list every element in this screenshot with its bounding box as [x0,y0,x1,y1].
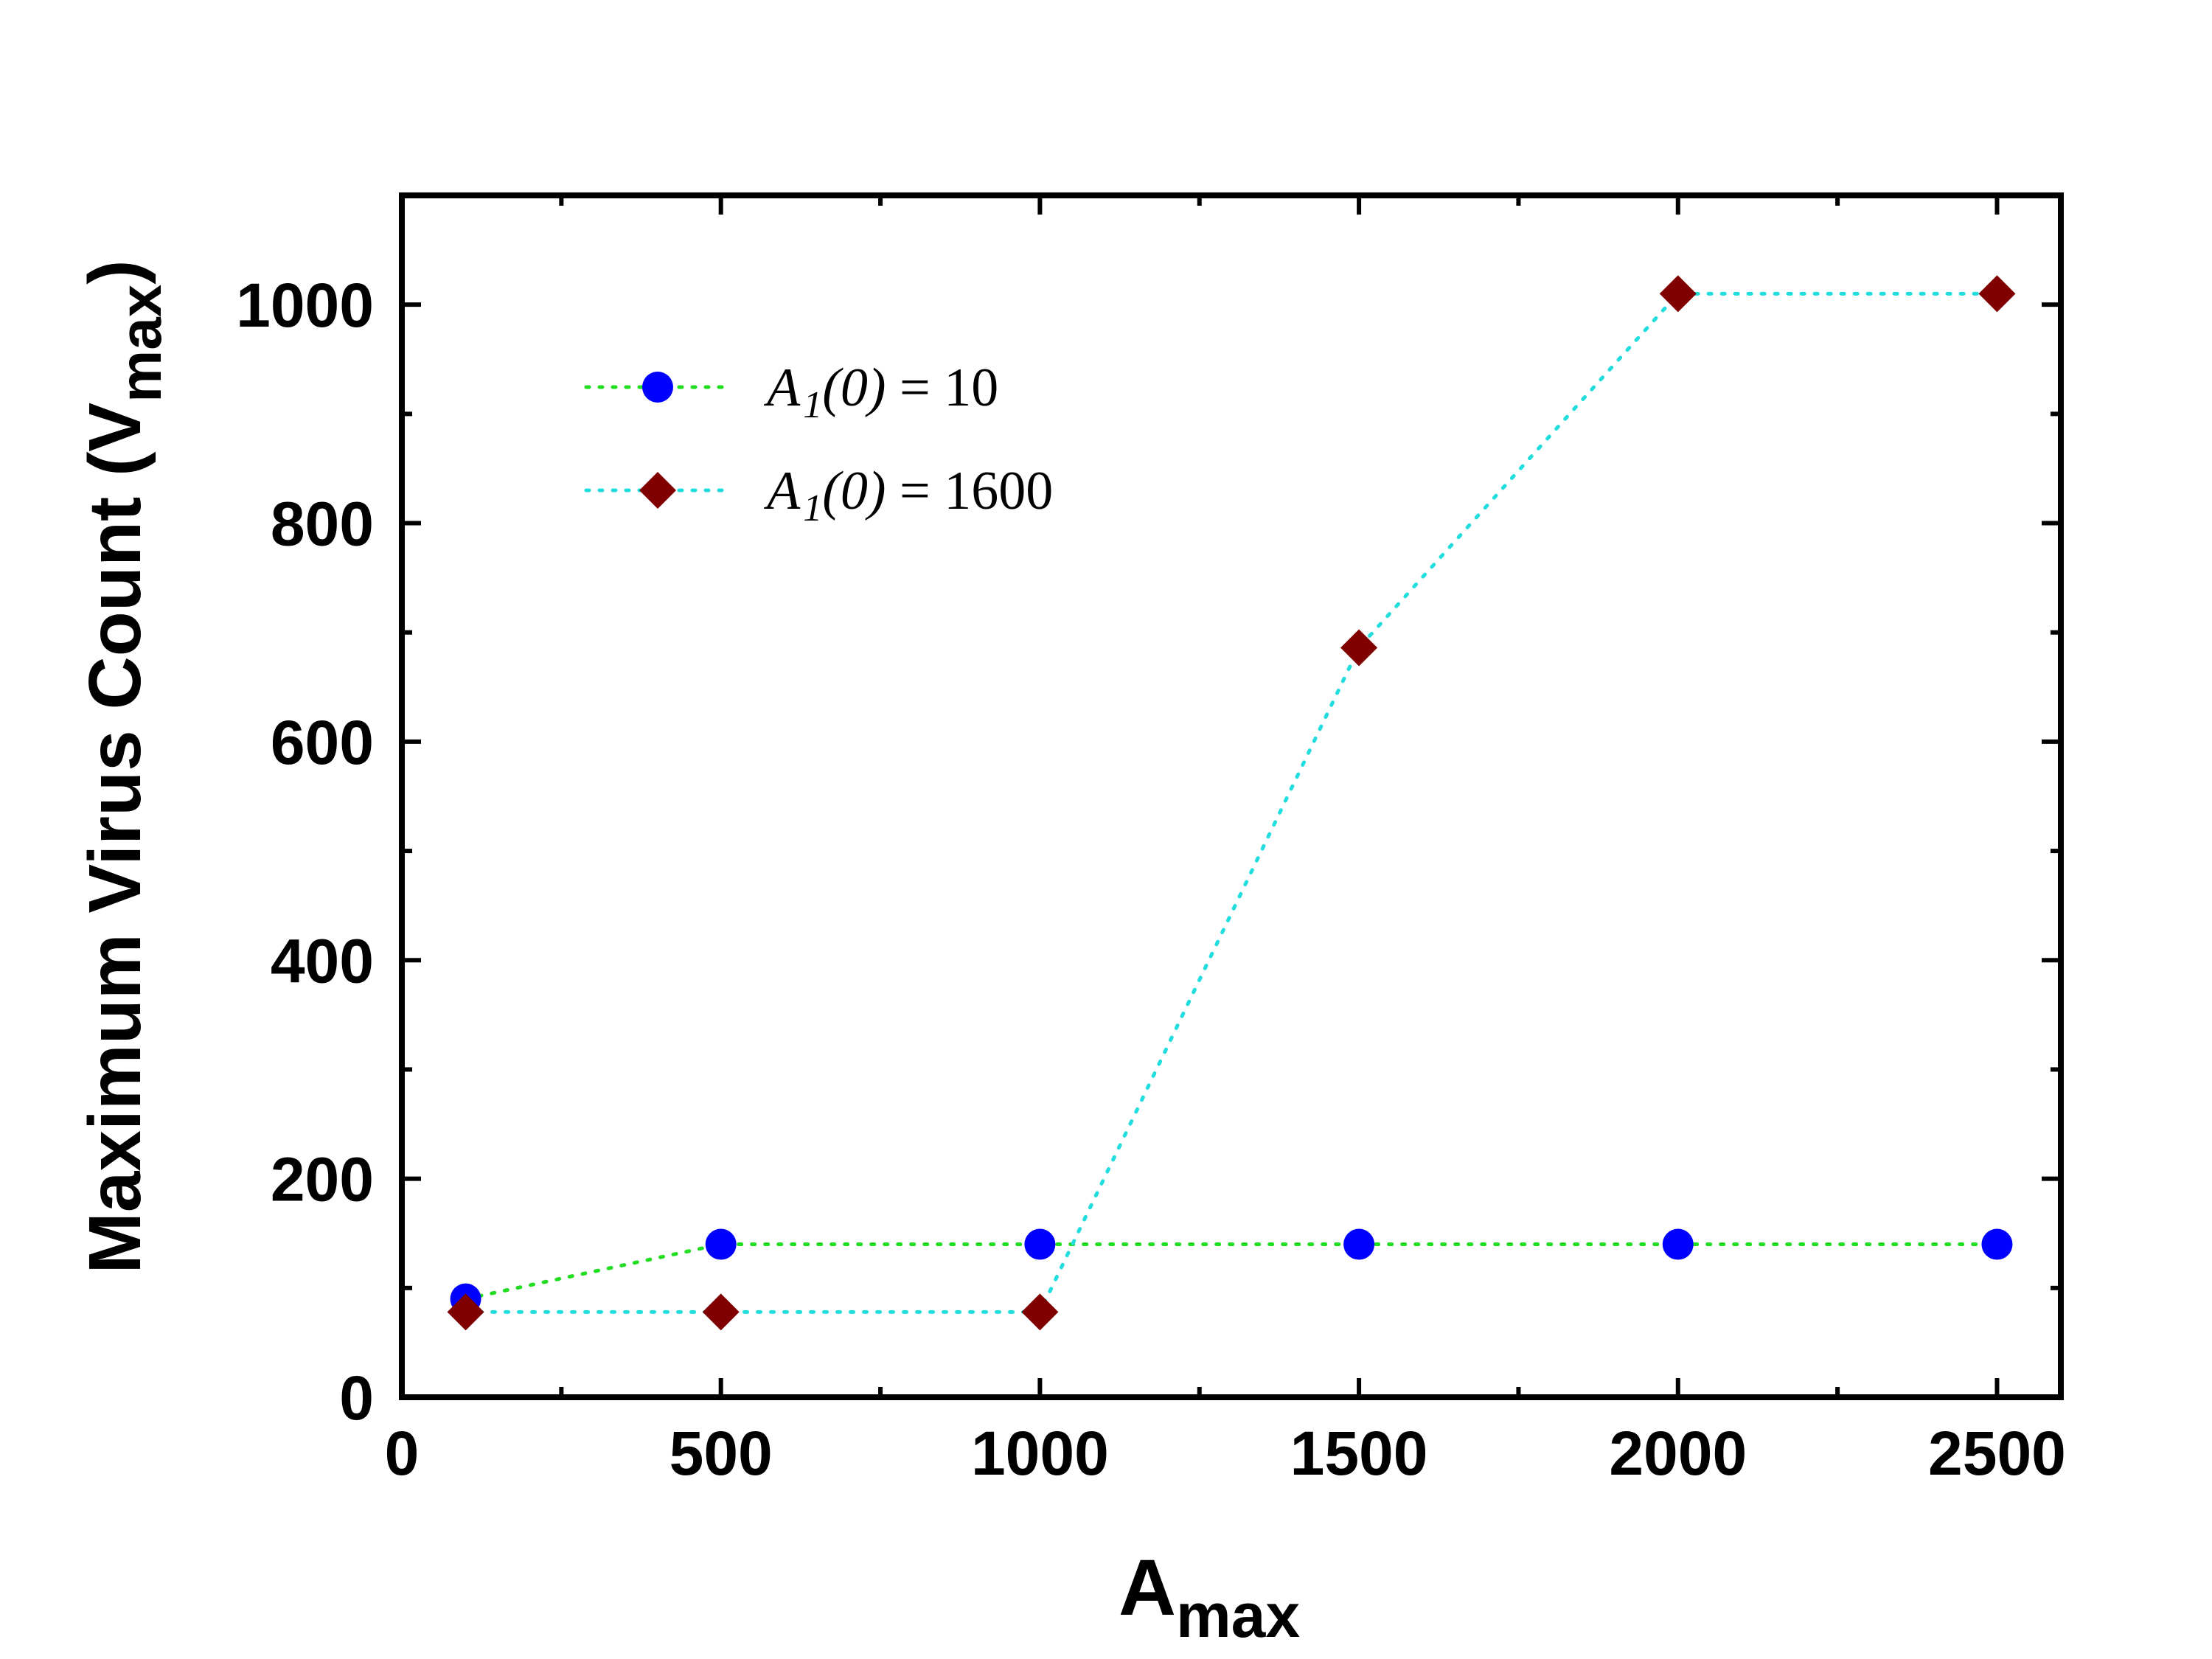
y-tick-label: 400 [271,926,374,995]
series-1-point [1662,1228,1694,1260]
legend-entry-1: A1(0) = 10 [584,358,998,426]
series-1-point [705,1228,737,1260]
series-lines [464,291,1999,1314]
y-axis-title: Maximum Virus Count (Vmax) [74,260,173,1273]
legend-label-1: A1(0) = 10 [763,358,998,426]
legend-2-italic: A [763,461,801,521]
y-tick-label: 800 [271,490,374,559]
series-2-point [1659,275,1697,313]
legend-2-italic2: (0) [822,461,886,521]
x-tick-label: 0 [385,1419,420,1488]
x-axis-title-sub: max [1176,1581,1300,1650]
x-tick-label: 1500 [1290,1419,1428,1488]
legend-1-rest: = 10 [886,358,999,418]
y-axis-title-main: Maximum Virus Count (V [74,403,156,1274]
y-tick-label: 0 [339,1363,374,1433]
series-2-point [702,1293,740,1331]
y-axis-title-sub: max [108,285,173,403]
series-1-point [1343,1228,1375,1260]
legend-1-italic: A [763,358,801,418]
x-tick-label: 1000 [971,1419,1109,1488]
tick-labels: 0 500 1000 1500 2000 2500 0 200 400 600 800 1000 [236,271,2066,1488]
legend-entry-2: A1(0) = 1600 [584,461,1053,529]
series-1-point [1981,1228,2013,1260]
legend-2-rest: = 1600 [886,461,1054,521]
legend-label-2: A1(0) = 1600 [763,461,1053,529]
y-tick-label: 1000 [236,271,374,340]
series-line-1 [464,1242,1999,1301]
legend-marker-1 [642,372,673,403]
series-2-point [447,1293,484,1331]
axis-ticks [402,195,2061,1397]
series-2-point [1021,1293,1059,1331]
x-tick-label: 500 [669,1419,773,1488]
y-tick-label: 200 [271,1145,374,1214]
x-tick-label: 2000 [1609,1419,1747,1488]
legend: A1(0) = 10 A1(0) = 1600 [584,358,1053,529]
legend-1-italic2: (0) [822,358,886,418]
x-axis-title-main: A [1119,1543,1176,1632]
series-2-point [1340,629,1378,667]
series-2-point [1978,275,2016,313]
legend-2-sub: 1 [803,487,822,529]
series-markers [447,275,2016,1331]
series-line-2 [464,291,1999,1314]
series-1-point [1024,1228,1056,1260]
y-tick-label: 600 [271,708,374,777]
plot-frame [399,192,2064,1400]
legend-marker-2 [639,472,676,509]
y-axis-title-suffix: ) [74,260,156,284]
legend-1-sub: 1 [803,384,822,426]
x-tick-label: 2500 [1928,1419,2066,1488]
x-axis-title: Amax [1119,1543,1300,1650]
